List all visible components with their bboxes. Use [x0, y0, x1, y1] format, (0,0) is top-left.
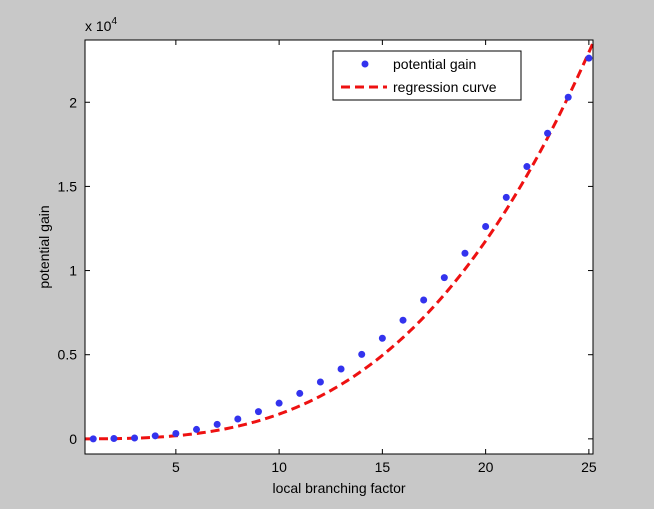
data-point	[213, 420, 221, 428]
y-tick-label: 0	[69, 431, 77, 447]
regression-curve-line	[84, 42, 595, 441]
data-point	[316, 378, 324, 386]
x-tick-label: 5	[172, 459, 180, 475]
y-tick-label: 2	[69, 94, 77, 110]
data-point	[564, 93, 572, 101]
data-point	[585, 54, 593, 62]
data-point	[358, 350, 366, 358]
x-tick-label: 25	[581, 459, 597, 475]
y-tick-label: 0.5	[58, 347, 78, 363]
data-point	[544, 129, 552, 137]
x-tick-label: 15	[375, 459, 391, 475]
plot-area	[85, 40, 593, 454]
data-point	[399, 316, 407, 324]
data-point	[523, 163, 531, 171]
x-axis-title: local branching factor	[272, 480, 405, 496]
x-tick-label: 20	[478, 459, 494, 475]
data-point	[151, 432, 159, 440]
x-tick-label: 10	[271, 459, 287, 475]
y-multiplier-label: x 104	[85, 16, 117, 34]
y-tick-label: 1	[69, 263, 77, 279]
data-point	[296, 389, 304, 397]
y-tick-label: 1.5	[58, 178, 78, 194]
data-point	[254, 408, 262, 416]
data-point	[461, 249, 469, 257]
legend: potential gain regression curve	[332, 50, 522, 101]
data-point	[420, 296, 428, 304]
plot-frame	[84, 39, 594, 455]
data-marks	[84, 42, 595, 443]
data-point	[193, 425, 201, 433]
data-point	[172, 429, 180, 437]
data-point	[275, 399, 283, 407]
data-point	[89, 435, 97, 443]
y-axis-title: potential gain	[36, 205, 52, 288]
data-point	[110, 435, 118, 443]
axis-ticks: 5 10 15 20 25 0 0.5 1 1.5 2	[58, 40, 597, 475]
legend-box	[332, 50, 522, 101]
data-point	[378, 334, 386, 342]
legend-label-regression-curve: regression curve	[393, 79, 497, 95]
data-point	[502, 193, 510, 201]
data-point	[234, 415, 242, 423]
data-point	[337, 365, 345, 373]
data-point	[131, 434, 139, 442]
data-point	[440, 274, 448, 282]
legend-label-potential-gain: potential gain	[393, 56, 476, 72]
data-point	[482, 222, 490, 230]
legend-marker-potential-gain	[361, 60, 369, 68]
